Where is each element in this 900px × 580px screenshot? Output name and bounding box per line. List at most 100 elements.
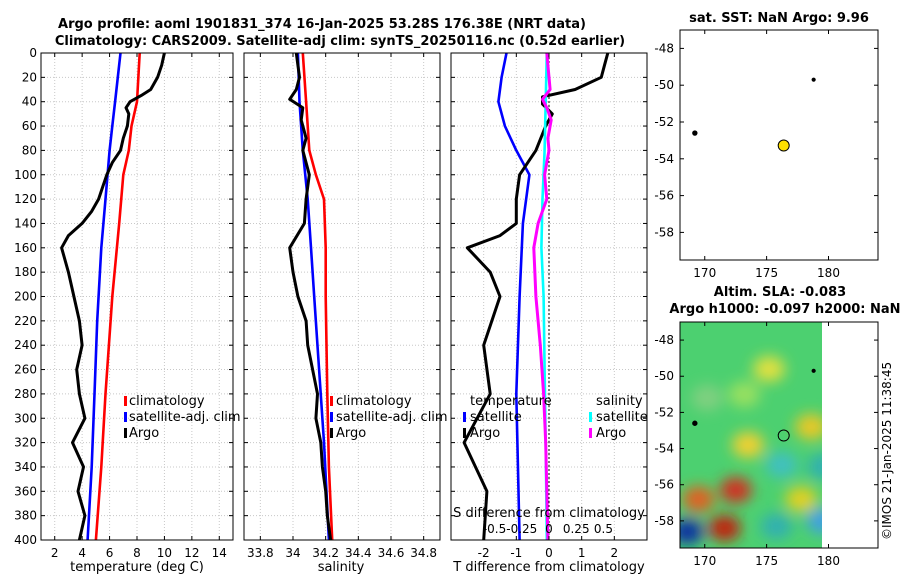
y-tick-label: 20: [22, 70, 37, 84]
figure-title-line2: Climatology: CARS2009. Satellite-adj cli…: [55, 34, 625, 49]
sla-anomaly-blob: [680, 518, 704, 545]
salinity-panel: 33.8 34 34.2 34.4 34.6 34.8 salinity climatol…: [243, 52, 448, 575]
figure-title-line1: Argo profile: aoml 1901831_374 16-Jan-20…: [58, 17, 586, 32]
y-tick-label: 100: [14, 168, 37, 182]
imos-watermark: ©IMOS 21-Jan-2025 11:38:45: [880, 362, 894, 540]
y-tick-label: 200: [14, 290, 37, 304]
y-tick-label: 280: [14, 387, 37, 401]
map-y-tick-label: -50: [654, 369, 674, 383]
y-tick-label: 180: [14, 265, 37, 279]
x-tick-label: 12: [184, 546, 199, 560]
legend-label-climatology: climatology: [336, 394, 412, 409]
sst-map-panel: sat. SST: NaN Argo: 9.96 170 175 180 -48 -50…: [654, 11, 879, 280]
legend-swatch-satellite: [330, 412, 333, 422]
sst-map-points: [692, 77, 816, 152]
sla-map-title-line1: Altim. SLA: -0.083: [714, 285, 846, 300]
x-tick-label: 2: [51, 546, 59, 560]
difference-xlabel: T difference from climatology: [452, 560, 645, 575]
s-difference-axis-label: S difference from climatology: [453, 506, 645, 521]
x-tick-label: -1: [510, 546, 522, 560]
sst-map-ticks: 170 175 180 -48 -50 -52 -54 -56 -58: [654, 30, 878, 280]
x-tick-label: 34.4: [345, 546, 372, 560]
y-tick-label: 240: [14, 338, 37, 352]
legend-label-s-argo: Argo: [596, 426, 626, 441]
map-x-tick-label: 175: [755, 266, 778, 280]
x-tick-label: 34: [285, 546, 300, 560]
x-tick-label: 33.8: [247, 546, 274, 560]
sla-anomaly-blob: [760, 513, 793, 540]
argo-profile-marker: [777, 139, 790, 152]
y-tick-label: 80: [22, 143, 37, 157]
temperature-xlabel: temperature (deg C): [70, 560, 204, 575]
difference-ticks: -2 -1 0 1 2 -0.5 -0.25 0 0.25 0.5: [451, 52, 647, 560]
map-y-tick-label: -54: [654, 152, 674, 166]
series-line-climatology: [301, 52, 334, 541]
s-tick-label: -0.5: [483, 522, 506, 536]
legend-label-s-satellite: satellite: [596, 410, 648, 425]
sla-anomaly-blob: [728, 381, 761, 408]
sla-anomaly-blob: [691, 384, 724, 411]
y-tick-label: 260: [14, 363, 37, 377]
s-tick-label: 0: [545, 522, 553, 536]
legend-label-satellite: satellite-adj. clim: [336, 410, 448, 425]
legend-label-t-satellite: satellite: [470, 410, 522, 425]
x-tick-label: 34.8: [410, 546, 437, 560]
legend-label-t-argo: Argo: [470, 426, 500, 441]
map-y-tick-label: -58: [654, 514, 674, 528]
y-tick-label: 300: [14, 411, 37, 425]
y-tick-label: 360: [14, 484, 37, 498]
legend-label-argo: Argo: [129, 426, 159, 441]
salinity-ticks: 33.8 34 34.2 34.4 34.6 34.8: [244, 52, 440, 560]
sla-map-title-line2: Argo h1000: -0.097 h2000: NaN: [669, 302, 900, 317]
y-tick-label: 380: [14, 509, 37, 523]
x-tick-label: 34.6: [378, 546, 405, 560]
sla-anomaly-blob: [732, 431, 765, 458]
x-tick-label: 0: [545, 546, 553, 560]
y-tick-label: 320: [14, 436, 37, 450]
temperature-grid: [41, 52, 233, 541]
map-y-tick-label: -56: [654, 189, 674, 203]
salinity-xlabel: salinity: [318, 560, 365, 575]
x-tick-label: 4: [78, 546, 86, 560]
temperature-lines: [60, 52, 166, 541]
temperature-legend: climatology satellite-adj. clim Argo: [124, 394, 241, 441]
x-tick-label: -2: [478, 546, 490, 560]
map-y-tick-label: -48: [654, 41, 674, 55]
nearby-profile-marker: [811, 368, 816, 373]
legend-swatch-argo: [330, 428, 333, 438]
s-tick-label: 0.5: [594, 522, 613, 536]
legend-title-salinity: salinity: [596, 394, 643, 409]
sla-anomaly-blob: [719, 477, 752, 504]
difference-legend: temperature satellite Argo salinity sate…: [463, 394, 648, 441]
series-line-t-satellite: [497, 52, 531, 541]
y-tick-label: 140: [14, 216, 37, 230]
legend-swatch-climatology: [330, 396, 333, 406]
y-tick-label: 120: [14, 192, 37, 206]
nearby-profile-marker: [811, 77, 816, 82]
x-tick-label: 2: [611, 546, 619, 560]
map-y-tick-label: -54: [654, 442, 674, 456]
y-tick-label: 400: [14, 533, 37, 547]
x-tick-label: 34.2: [312, 546, 339, 560]
x-tick-label: 6: [106, 546, 114, 560]
legend-swatch-satellite: [124, 412, 127, 422]
difference-lines: [462, 52, 610, 541]
map-x-tick-label: 170: [693, 554, 716, 568]
legend-title-temperature: temperature: [470, 394, 552, 409]
map-x-tick-label: 180: [817, 554, 840, 568]
sla-anomaly-blob: [795, 413, 822, 440]
sla-map-axes-box: [679, 321, 879, 549]
sla-anomaly-blob: [807, 453, 822, 480]
legend-swatch-argo: [124, 428, 127, 438]
salinity-lines: [288, 52, 334, 541]
sla-anomaly-blob: [806, 507, 822, 534]
legend-label-satellite: satellite-adj. clim: [129, 410, 241, 425]
legend-swatch-s-satellite: [589, 412, 592, 422]
sla-map-points: [692, 368, 816, 442]
y-tick-label: 340: [14, 460, 37, 474]
s-tick-label: 0.25: [563, 522, 590, 536]
series-line-argo: [288, 52, 333, 541]
difference-panel: -2 -1 0 1 2 -0.5 -0.25 0 0.25 0.5 T difference fr…: [450, 52, 648, 575]
legend-swatch-climatology: [124, 396, 127, 406]
